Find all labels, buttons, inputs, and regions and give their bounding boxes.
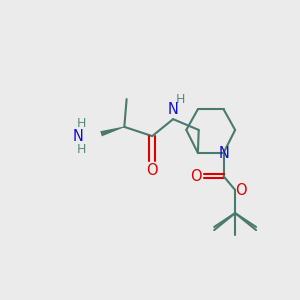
Text: H: H (176, 93, 185, 106)
Text: N: N (168, 102, 178, 117)
Text: N: N (219, 146, 230, 160)
Polygon shape (100, 127, 124, 136)
Text: N: N (72, 129, 83, 144)
Text: H: H (77, 143, 86, 157)
Text: O: O (236, 183, 247, 198)
Text: O: O (190, 169, 202, 184)
Text: H: H (77, 116, 86, 130)
Text: O: O (146, 163, 158, 178)
